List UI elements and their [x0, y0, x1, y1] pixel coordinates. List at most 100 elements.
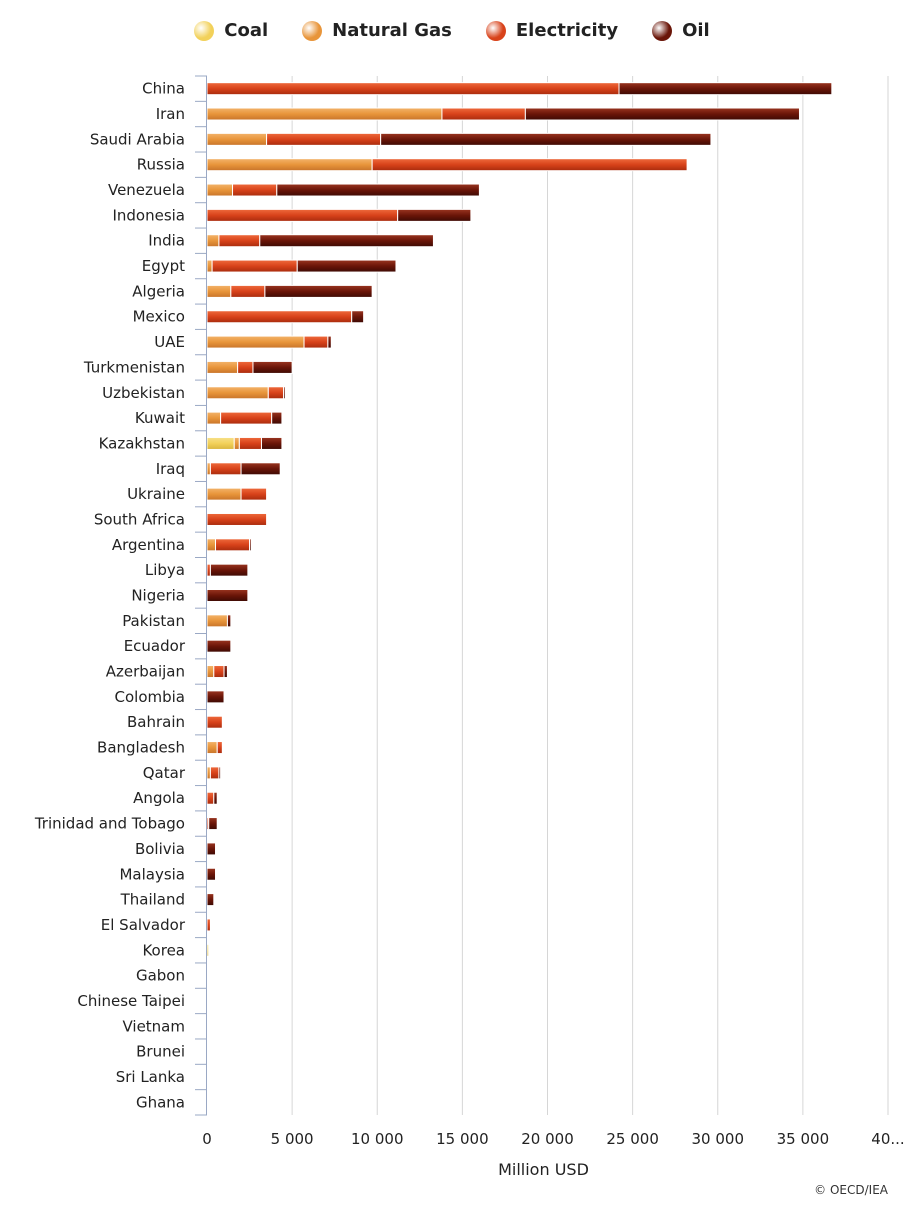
bar-segment-oil-azerbaijan[interactable]	[223, 665, 228, 679]
bar-segment-natural-gas-iran[interactable]	[206, 107, 443, 121]
bar-segment-oil-iraq[interactable]	[240, 462, 281, 476]
bar-segment-electricity-turkmenistan[interactable]	[237, 360, 254, 374]
bar-segment-oil-algeria[interactable]	[264, 284, 373, 298]
y-category-label: El Salvador	[101, 916, 186, 934]
bar-segment-electricity-angola[interactable]	[206, 791, 215, 805]
bar-segment-oil-angola[interactable]	[213, 791, 218, 805]
bar-segment-natural-gas-argentina[interactable]	[206, 538, 217, 552]
bar-segment-natural-gas-kuwait[interactable]	[206, 411, 222, 425]
bar-segment-electricity-kazakhstan[interactable]	[238, 436, 262, 450]
y-category-label: Argentina	[112, 536, 185, 554]
bar-segment-electricity-south-africa[interactable]	[206, 512, 268, 526]
bar-segment-oil-iran[interactable]	[524, 107, 800, 121]
bar-segment-natural-gas-kazakhstan[interactable]	[233, 436, 240, 450]
bar-segment-natural-gas-pakistan[interactable]	[206, 614, 228, 628]
bar-segment-electricity-bahrain[interactable]	[206, 715, 223, 729]
bar-segment-electricity-iran[interactable]	[441, 107, 526, 121]
y-category-label: South Africa	[94, 510, 185, 528]
y-category-label: Saudi Arabia	[90, 130, 185, 148]
y-category-label: Bolivia	[135, 840, 185, 858]
legend-label-coal: Coal	[224, 20, 269, 41]
bar-segment-electricity-venezuela[interactable]	[232, 183, 278, 197]
bar-segment-oil-pakistan[interactable]	[226, 614, 232, 628]
y-category-label: Qatar	[143, 764, 186, 782]
bar-segment-oil-argentina[interactable]	[249, 538, 252, 552]
bar-segment-electricity-uzbekistan[interactable]	[267, 386, 285, 400]
bar-segment-electricity-china[interactable]	[206, 82, 620, 96]
bar-segment-natural-gas-qatar[interactable]	[206, 766, 211, 780]
x-axis-title: Million USD	[498, 1160, 589, 1179]
bar-segment-natural-gas-india[interactable]	[206, 234, 220, 248]
bar-segment-oil-bolivia[interactable]	[206, 842, 217, 856]
bar-segment-oil-ecuador[interactable]	[206, 639, 232, 653]
legend-item-oil[interactable]: Oil	[652, 20, 710, 41]
bar-segment-electricity-egypt[interactable]	[211, 259, 298, 273]
bar-segment-natural-gas-iraq[interactable]	[206, 462, 211, 476]
bar-segment-oil-libya[interactable]	[209, 563, 249, 577]
bar-segment-oil-thailand[interactable]	[206, 893, 215, 907]
bar-segment-natural-gas-russia[interactable]	[206, 158, 373, 172]
bar-segment-oil-uzbekistan[interactable]	[283, 386, 286, 400]
bar-segment-coal-korea[interactable]	[206, 943, 210, 957]
bar-segment-natural-gas-egypt[interactable]	[206, 259, 213, 273]
y-category-label: Colombia	[115, 688, 186, 706]
bar-segment-natural-gas-azerbaijan[interactable]	[206, 665, 215, 679]
bar-segment-oil-indonesia[interactable]	[397, 208, 472, 222]
bar-segment-oil-china[interactable]	[618, 82, 833, 96]
bar-segment-oil-trinidad-and-tobago[interactable]	[208, 817, 218, 831]
bar-segment-electricity-uae[interactable]	[303, 335, 329, 349]
bar-segment-oil-nigeria[interactable]	[206, 589, 249, 602]
y-category-label: Gabon	[136, 967, 185, 985]
bar-segment-electricity-argentina[interactable]	[215, 538, 251, 552]
bar-segment-electricity-mexico[interactable]	[206, 310, 353, 324]
x-tick-label: 25 000	[606, 1130, 659, 1148]
bar-segment-electricity-bangladesh[interactable]	[216, 741, 223, 755]
bar-segment-natural-gas-algeria[interactable]	[206, 284, 232, 298]
bar-segment-electricity-el-salvador[interactable]	[206, 918, 211, 932]
bar-segment-oil-saudi-arabia[interactable]	[380, 132, 712, 146]
x-tick-label: 30 000	[692, 1130, 745, 1148]
bar-segment-oil-kuwait[interactable]	[271, 411, 283, 425]
y-category-label: Ukraine	[127, 485, 185, 503]
legend-item-electricity[interactable]: Electricity	[485, 20, 618, 41]
bar-segment-oil-venezuela[interactable]	[276, 183, 480, 197]
bar-segment-oil-turkmenistan[interactable]	[252, 360, 293, 374]
y-category-label: Malaysia	[119, 865, 185, 883]
y-category-label: Turkmenistan	[83, 358, 185, 376]
y-category-label: Egypt	[142, 257, 185, 275]
bar-segment-oil-uae[interactable]	[327, 335, 332, 349]
y-category-label: Ghana	[136, 1093, 185, 1111]
bar-segment-oil-qatar[interactable]	[218, 766, 222, 780]
legend-item-natural-gas[interactable]: Natural Gas	[302, 20, 452, 41]
bar-segment-electricity-india[interactable]	[218, 234, 261, 248]
bar-segment-natural-gas-uae[interactable]	[206, 335, 305, 349]
bar-segment-natural-gas-saudi-arabia[interactable]	[206, 132, 268, 146]
bar-segment-electricity-saudi-arabia[interactable]	[266, 132, 382, 146]
bar-segment-natural-gas-turkmenistan[interactable]	[206, 360, 239, 374]
bar-segment-electricity-libya[interactable]	[206, 563, 211, 577]
x-tick-label: 20 000	[521, 1130, 574, 1148]
bar-segment-natural-gas-uzbekistan[interactable]	[206, 386, 269, 400]
bar-segment-electricity-iraq[interactable]	[209, 462, 242, 476]
bar-segment-electricity-kuwait[interactable]	[220, 411, 273, 425]
x-tick-label: 5 000	[271, 1130, 314, 1148]
bar-segment-electricity-algeria[interactable]	[230, 284, 266, 298]
bar-segment-oil-kazakhstan[interactable]	[260, 436, 283, 450]
bar-segment-electricity-qatar[interactable]	[209, 766, 220, 780]
bar-segment-coal-kazakhstan[interactable]	[206, 436, 235, 450]
bar-segment-oil-egypt[interactable]	[296, 259, 397, 273]
bar-segment-electricity-indonesia[interactable]	[206, 208, 399, 222]
bar-segment-oil-india[interactable]	[259, 234, 434, 248]
y-category-label: Bahrain	[127, 713, 185, 731]
bar-segment-oil-colombia[interactable]	[206, 690, 225, 704]
bar-segment-oil-malaysia[interactable]	[206, 867, 217, 881]
legend-item-coal[interactable]: Coal	[194, 20, 268, 41]
bar-segment-electricity-russia[interactable]	[371, 158, 688, 172]
bar-segment-natural-gas-ukraine[interactable]	[206, 487, 242, 501]
bar-segment-electricity-ukraine[interactable]	[240, 487, 268, 501]
bar-segment-natural-gas-venezuela[interactable]	[206, 183, 234, 197]
bar-segment-natural-gas-bangladesh[interactable]	[206, 741, 218, 755]
y-category-label: Venezuela	[108, 181, 185, 199]
bar-segment-electricity-azerbaijan[interactable]	[213, 665, 225, 679]
bar-segment-oil-mexico[interactable]	[351, 310, 365, 324]
